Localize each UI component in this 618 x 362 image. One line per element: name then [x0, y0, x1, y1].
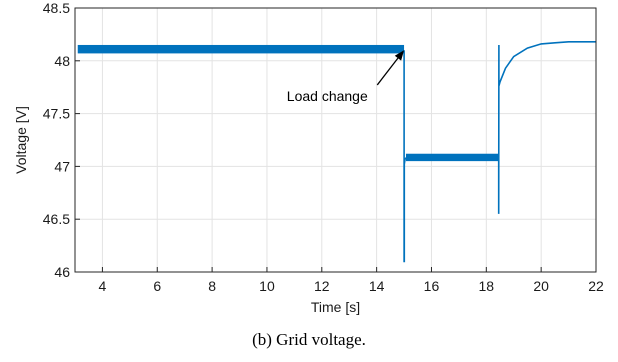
figure-caption: (b) Grid voltage. [252, 330, 366, 349]
y-tick-label: 48.5 [43, 0, 70, 16]
y-tick-label: 48 [54, 53, 70, 69]
x-axis-label: Time [s] [311, 299, 360, 315]
x-tick-label: 16 [424, 278, 440, 294]
x-tick-label: 8 [208, 278, 216, 294]
plot-frame [74, 7, 597, 273]
x-tick-label: 14 [369, 278, 385, 294]
annotation-layer: Load change [287, 50, 405, 104]
x-tick-label: 12 [314, 278, 330, 294]
annotation-arrow-head [394, 50, 405, 61]
oscillation-band [77, 44, 405, 54]
voltage-series-line [403, 41, 596, 263]
x-tick-label: 18 [479, 278, 495, 294]
series-layer [77, 41, 596, 263]
load-change-annotation: Load change [287, 88, 368, 104]
x-tick-label: 22 [588, 278, 604, 294]
annotation-arrow [376, 57, 399, 86]
y-tick-label: 47 [54, 158, 70, 174]
y-axis-label: Voltage [V] [13, 106, 29, 174]
x-tick-label: 20 [533, 278, 549, 294]
y-tick-label: 46 [54, 264, 70, 280]
y-tick-label: 46.5 [43, 211, 70, 227]
x-tick-label: 6 [153, 278, 161, 294]
x-tick-label: 10 [259, 278, 275, 294]
y-tick-label: 47.5 [43, 106, 70, 122]
x-tick-label: 4 [99, 278, 107, 294]
